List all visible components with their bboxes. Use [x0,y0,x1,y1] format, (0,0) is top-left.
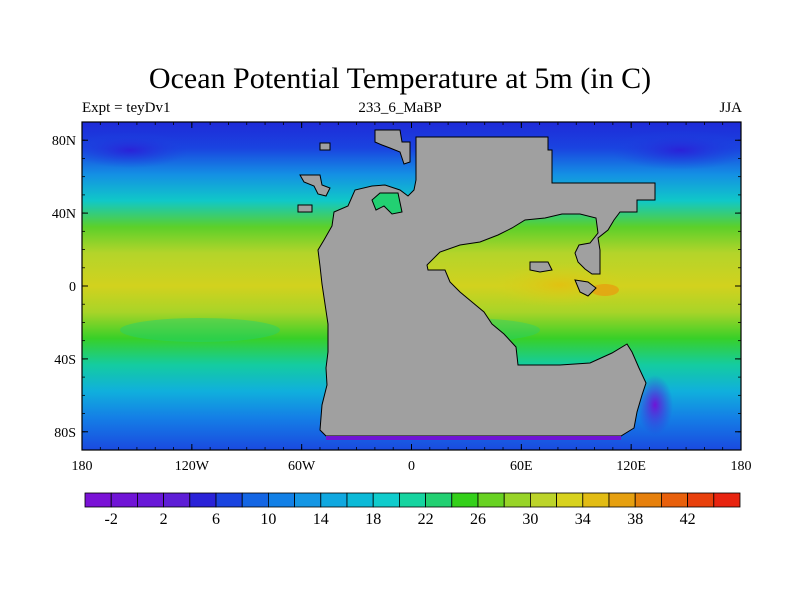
lon-tick-label: 120E [616,459,646,474]
small-island-c [529,261,553,273]
season-label: JJA [719,100,742,116]
colorbar-label: 34 [575,511,591,528]
western-islands [299,174,331,197]
colorbar-swatch [661,492,689,508]
colorbar-label: 14 [313,511,329,528]
lon-tick-label: 180 [72,459,93,474]
colorbar-swatch [477,492,505,508]
map-title: Ocean Potential Temperature at 5m (in C) [148,62,652,95]
latitude-axis: 80N 40N 0 40S 80S [52,121,741,451]
lon-tick-label: 180 [731,459,752,474]
southern-ice-edge [326,436,621,440]
small-island-b [297,204,313,213]
time-label: 233_6_MaBP [358,100,442,116]
lat-tick-label: 80N [52,134,76,149]
colorbar-swatch [241,492,269,508]
ocean-field [82,122,741,450]
experiment-label: Expt = teyDv1 [82,100,171,116]
colorbar-label: 30 [522,511,538,528]
colorbar-swatch [294,492,322,508]
colorbar-swatch [320,492,348,508]
small-island-d [574,279,597,297]
lat-tick-label: 0 [69,280,76,295]
colorbar-swatch [215,492,243,508]
lat-tick-label: 40N [52,207,76,222]
colorbar-swatch [189,492,217,508]
colorbar-swatch [163,492,191,508]
colorbar-swatch [398,492,426,508]
lon-tick-label: 60W [288,459,316,474]
colorbar-label: 18 [365,511,381,528]
colorbar-swatch [556,492,584,508]
colorbar-swatch [687,492,715,508]
colorbar-label: 42 [680,511,696,528]
colorbar-swatch [267,492,295,508]
colorbar-swatch [372,492,400,508]
colorbar-swatch [582,492,610,508]
northern-island [374,129,411,165]
colorbar-swatch [84,492,112,508]
colorbar-label: -2 [105,511,118,528]
lat-tick-label: 80S [54,426,76,441]
colorbar-swatch [608,492,636,508]
colorbar-swatch [346,492,374,508]
longitude-axis: 180 120W 60W 0 60E 120E 180 [72,122,752,474]
colorbar-label: 10 [260,511,276,528]
greenland-bay-land [371,192,403,215]
small-island-a [319,142,331,151]
lon-tick-label: 0 [408,459,415,474]
colorbar-swatch [713,492,741,508]
colorbar-swatch [503,492,531,508]
colorbar-swatch [634,492,662,508]
colorbar-swatch [425,492,453,508]
colorbar-label: 6 [212,511,220,528]
lon-tick-label: 120W [175,459,210,474]
colorbar-swatch [110,492,138,508]
colorbar: -2 2 6 10 14 18 22 26 30 34 38 42 [84,492,741,528]
colorbar-swatch [451,492,479,508]
colorbar-label: 2 [160,511,168,528]
colorbar-swatch [136,492,164,508]
colorbar-label: 38 [627,511,643,528]
lon-tick-label: 60E [510,459,533,474]
lat-tick-label: 40S [54,353,76,368]
colorbar-label: 22 [418,511,434,528]
colorbar-swatch [530,492,558,508]
colorbar-label: 26 [470,511,486,528]
